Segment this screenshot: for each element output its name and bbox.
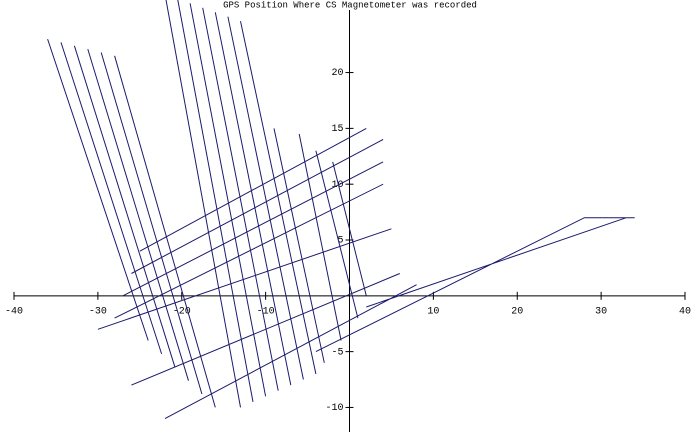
x-tick-label: -20 xyxy=(173,306,191,317)
track-line xyxy=(47,0,635,420)
x-tick-label: 40 xyxy=(679,306,691,317)
y-tick-label: -5 xyxy=(331,347,343,358)
x-tick-label: 10 xyxy=(427,306,439,317)
x-tick-label: -40 xyxy=(5,306,23,317)
y-tick-label: 5 xyxy=(337,236,343,247)
y-tick-label: 20 xyxy=(331,68,343,79)
x-tick-label: -10 xyxy=(257,306,275,317)
x-tick-label: 20 xyxy=(511,306,523,317)
x-tick-label: -30 xyxy=(89,306,107,317)
chart-title: GPS Position Where CS Magnetometer was r… xyxy=(223,0,477,10)
x-tick-label: 30 xyxy=(595,306,607,317)
y-tick-label: -10 xyxy=(325,403,343,414)
y-tick-label: 15 xyxy=(331,124,343,135)
